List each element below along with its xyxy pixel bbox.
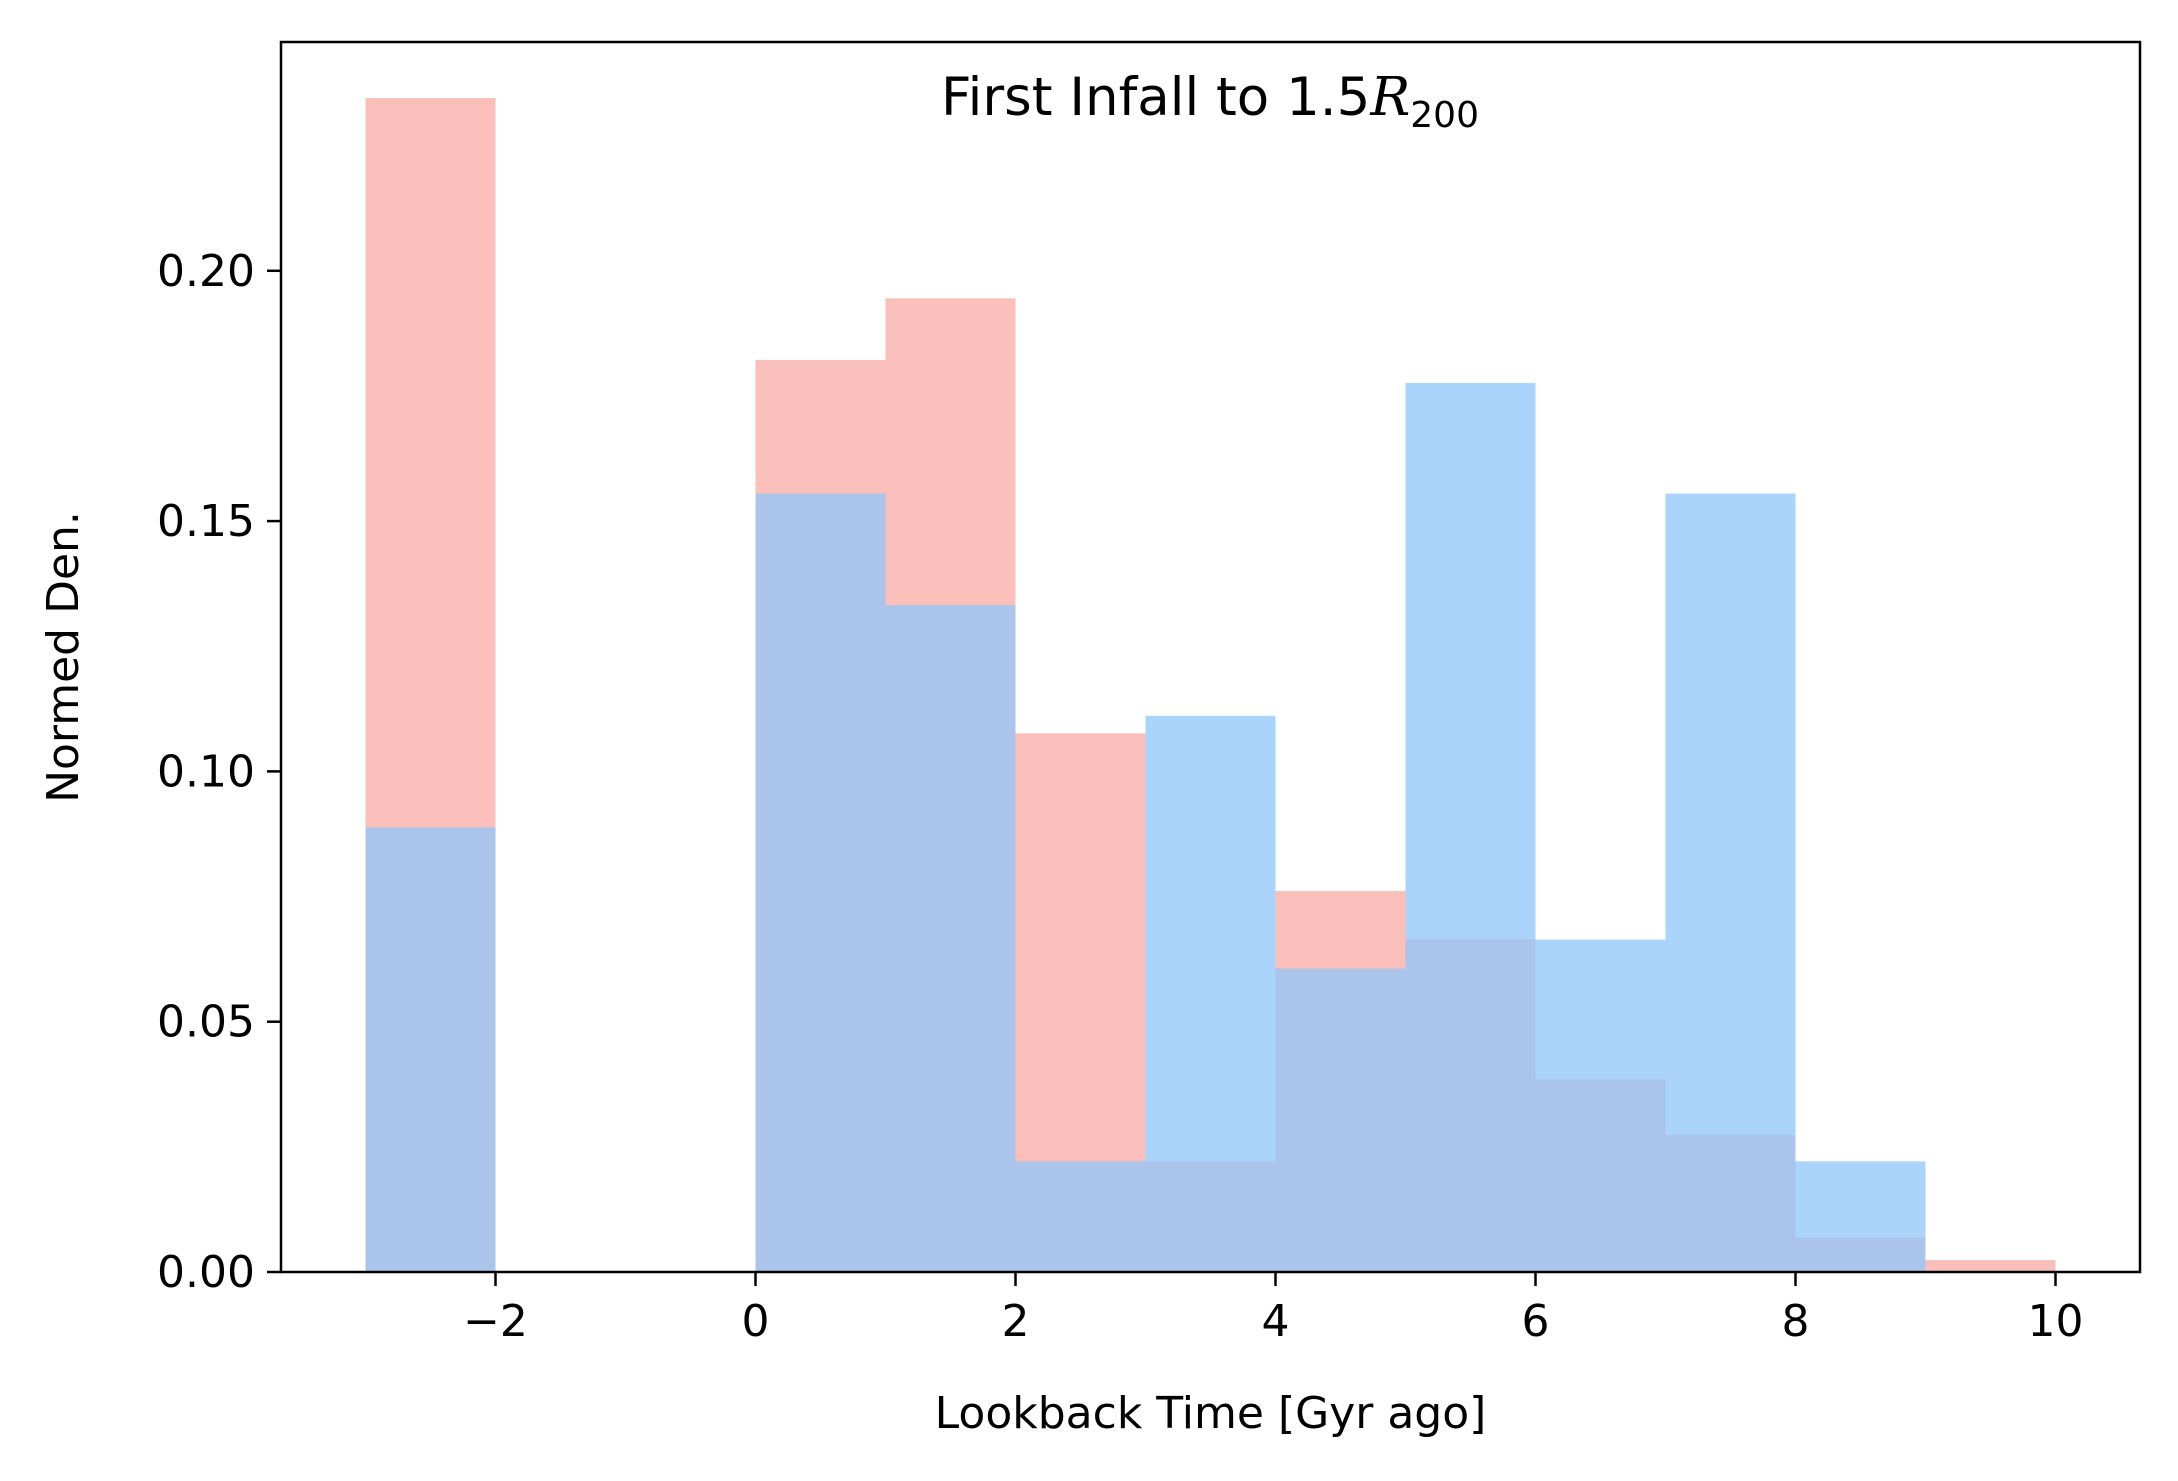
x-tick-label: 4 — [1262, 1296, 1290, 1347]
x-tick-label: 2 — [1002, 1296, 1030, 1347]
bar-series2-bin12 — [1795, 1161, 1926, 1272]
x-axis-ticks: −2 0 2 4 6 8 10 — [463, 1272, 2084, 1347]
x-tick-label: 6 — [1522, 1296, 1550, 1347]
bar-series2-bin6 — [1015, 1161, 1146, 1272]
bar-series2-bin9 — [1405, 382, 1536, 1272]
bar-series2-bin8 — [1275, 968, 1406, 1272]
x-tick-label: 0 — [742, 1296, 770, 1347]
bar-series1-bin13 — [1925, 1259, 2056, 1272]
y-tick-label: 0.05 — [157, 997, 255, 1048]
y-axis-label: Normed Den. — [38, 511, 89, 803]
bar-series2-bin1 — [365, 827, 496, 1272]
y-tick-label: 0.15 — [157, 496, 255, 547]
y-tick-label: 0.10 — [157, 746, 255, 797]
x-tick-label: −2 — [463, 1296, 528, 1347]
chart-title: First Infall to 1.5R200 — [941, 67, 1479, 136]
bar-series2-bin10 — [1535, 939, 1666, 1272]
bar-series2-bin7 — [1145, 715, 1276, 1272]
y-tick-label: 0.20 — [157, 246, 255, 297]
bar-series2-bin5 — [885, 605, 1016, 1272]
x-axis-label: Lookback Time [Gyr ago] — [935, 1388, 1487, 1439]
chart-title-math-subscript: 200 — [1410, 95, 1479, 136]
bar-series2-bin4 — [755, 493, 886, 1272]
plot-frame — [279, 40, 2142, 1274]
chart-title-math-symbol: R — [1369, 67, 1410, 128]
x-tick-label: 10 — [2028, 1296, 2084, 1347]
chart-title-text: First Infall to 1.5 — [941, 67, 1370, 128]
histogram-bars — [365, 98, 2056, 1273]
y-tick-label: 0.00 — [157, 1247, 255, 1298]
bar-series2-bin11 — [1665, 493, 1796, 1272]
y-axis-ticks: 0.00 0.05 0.10 0.15 0.20 — [157, 246, 281, 1298]
x-tick-label: 8 — [1782, 1296, 1810, 1347]
